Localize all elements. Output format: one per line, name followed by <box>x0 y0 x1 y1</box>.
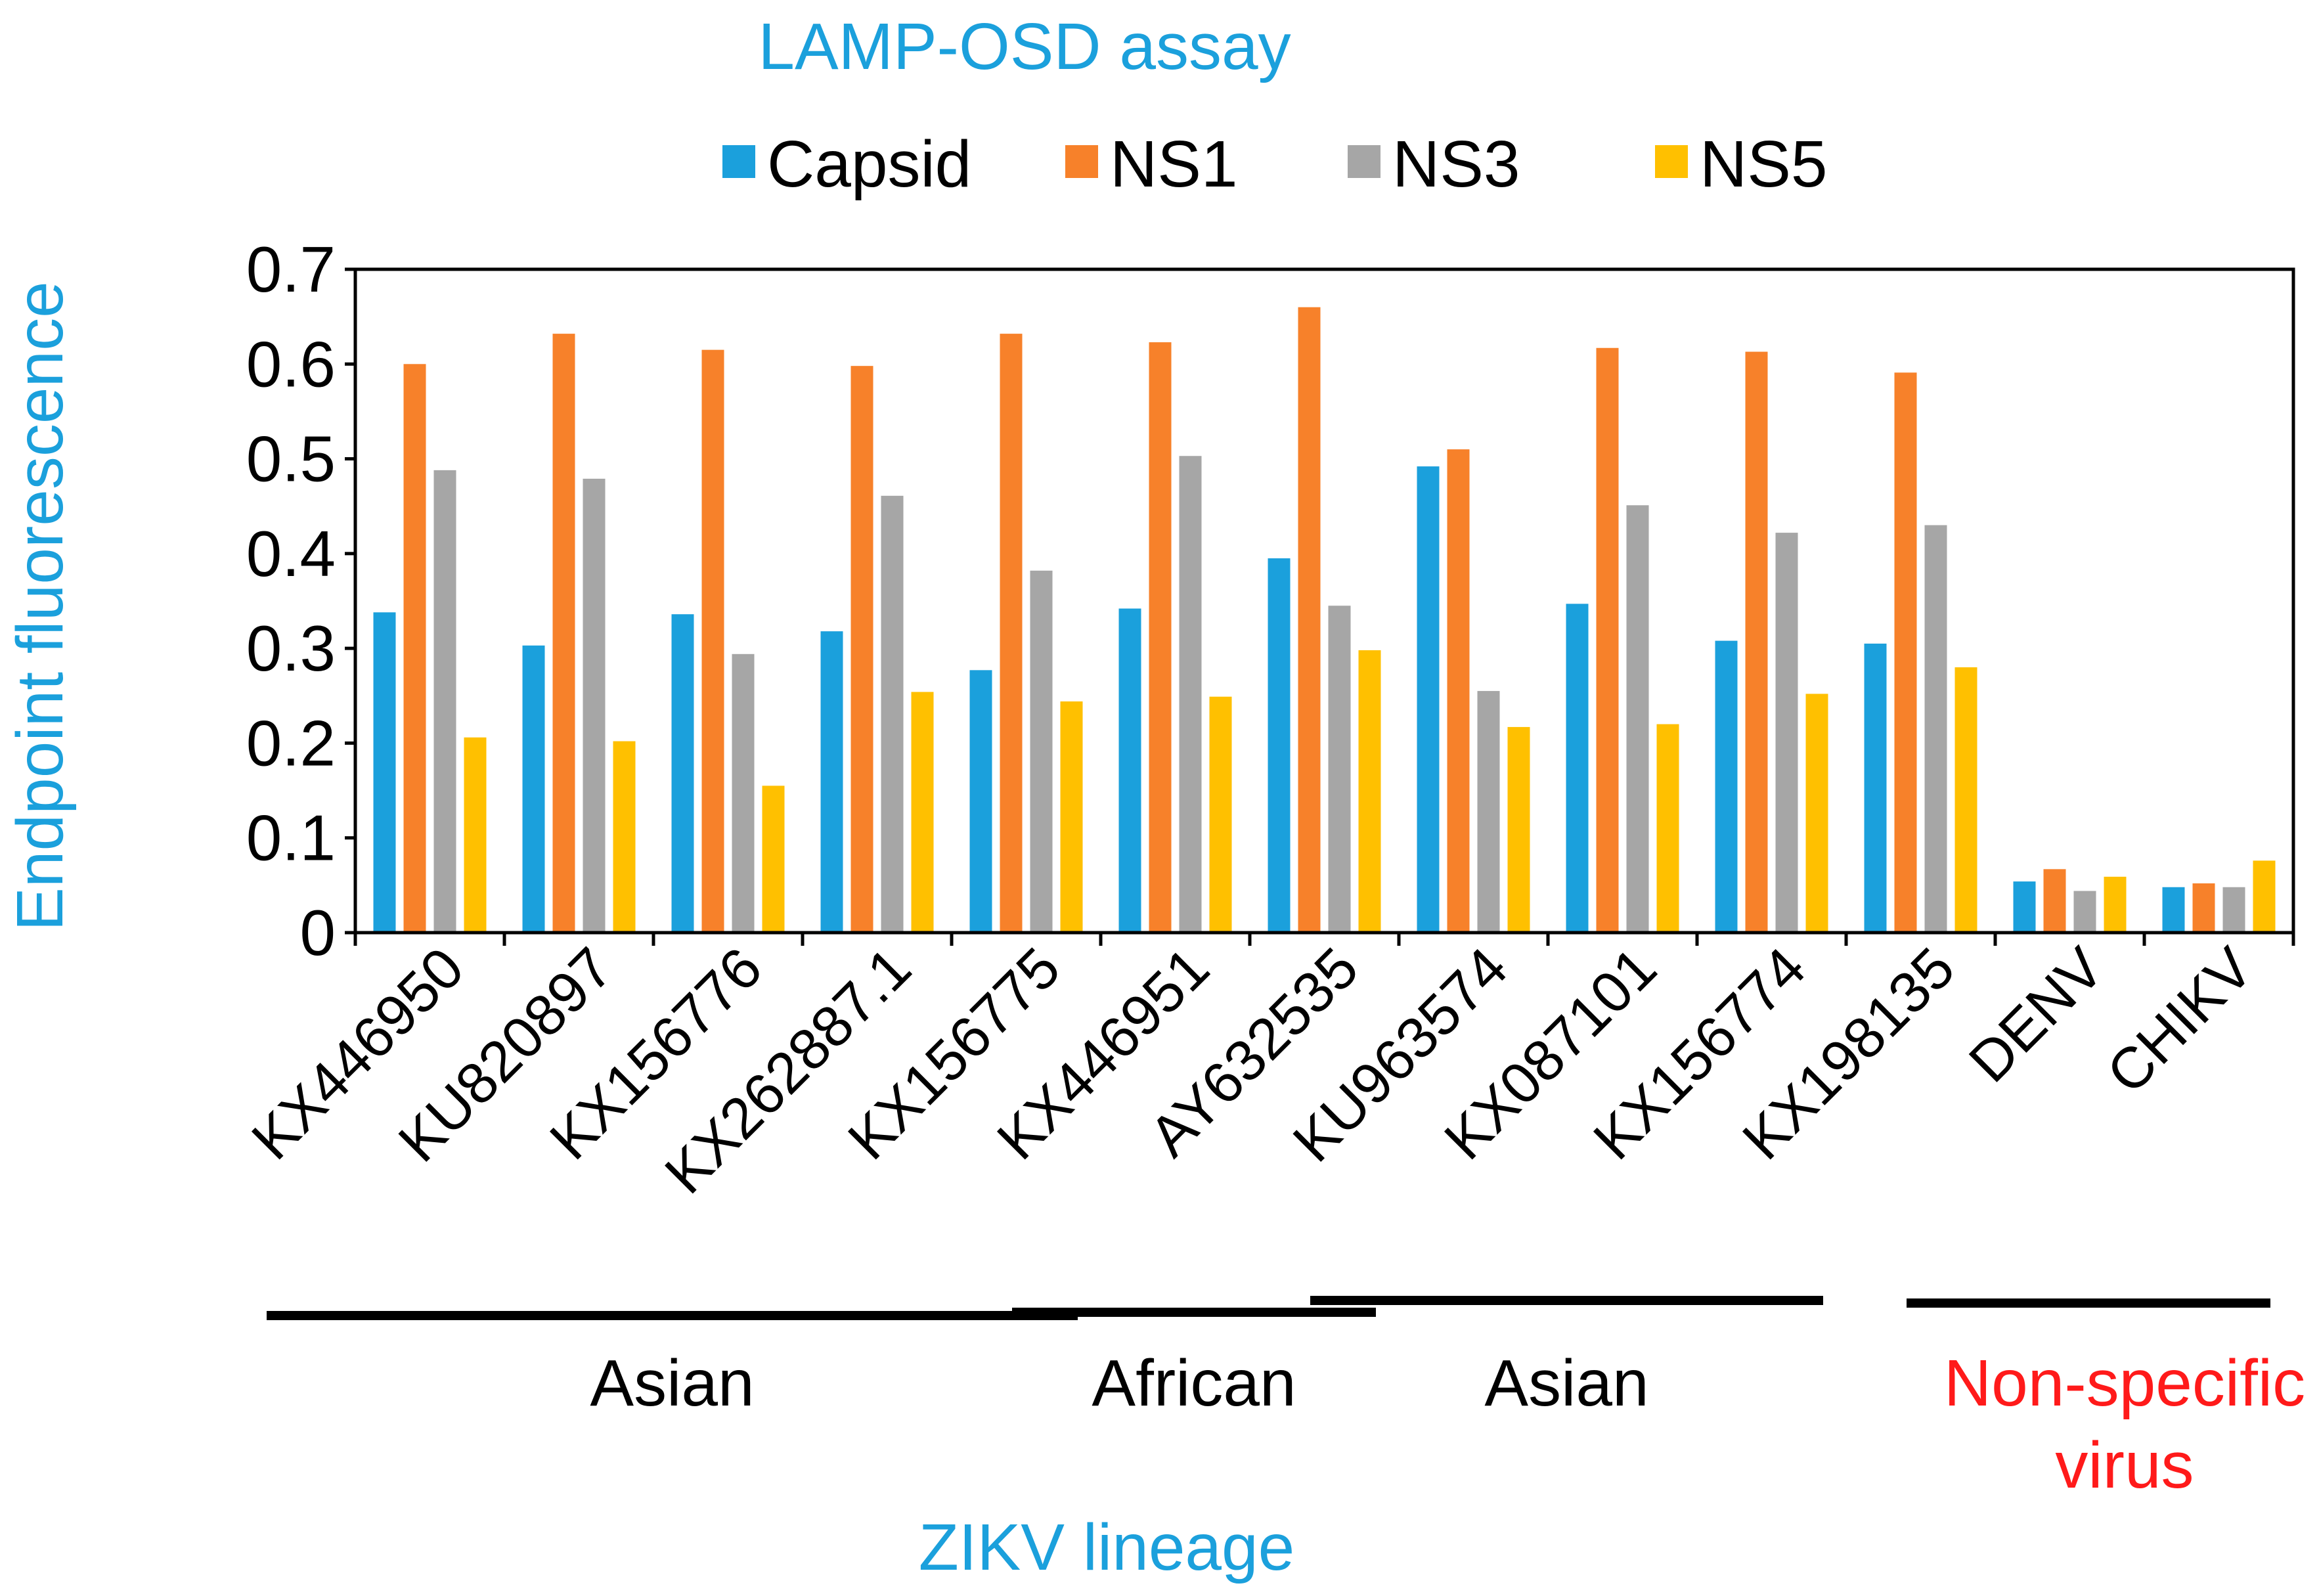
legend-label-capsid: Capsid <box>767 127 971 201</box>
bar-kx087101-ns1 <box>1596 347 1619 933</box>
bar-kx446950-capsid <box>373 612 396 933</box>
y-tick-label: 0.5 <box>246 423 336 495</box>
x-tick-label-denv: DENV <box>1956 935 2116 1094</box>
bar-kx198135-ns5 <box>1955 667 1977 933</box>
bar-kx156774-ns5 <box>1805 694 1828 933</box>
bar-kx087101-ns3 <box>1626 505 1649 933</box>
bar-denv-ns5 <box>2104 876 2127 933</box>
y-axis-title: Endpoint fluorescence <box>3 281 77 931</box>
bar-kx446951-ns3 <box>1179 456 1202 933</box>
bar-ay632535-ns1 <box>1298 307 1321 933</box>
bar-ku963574-ns1 <box>1447 449 1470 933</box>
legend-swatch-capsid <box>722 145 755 178</box>
chart-title: LAMP-OSD assay <box>758 10 1291 83</box>
legend-label-ns5: NS5 <box>1700 127 1828 201</box>
bar-kx156775-ns3 <box>1030 570 1053 933</box>
group-label-virus: virus <box>2055 1429 2194 1502</box>
group-label-non-specific: Non-specific <box>1944 1346 2305 1420</box>
bar-ay632535-ns5 <box>1358 650 1381 933</box>
bar-kx262887-1-ns1 <box>850 366 873 933</box>
y-tick-label: 0.6 <box>246 328 336 400</box>
bar-kx262887-1-capsid <box>820 631 843 933</box>
bar-kx156775-capsid <box>969 670 992 933</box>
bar-kx156775-ns5 <box>1060 701 1083 933</box>
lineage-groups: Asian African Asian Non-specific virus <box>267 1296 2305 1502</box>
bar-kx446950-ns3 <box>433 470 456 933</box>
bar-ku963574-ns3 <box>1477 691 1500 933</box>
plot-frame <box>353 267 2295 935</box>
legend-swatch-ns3 <box>1348 145 1380 178</box>
legend: Capsid NS1 NS3 NS5 <box>722 127 1828 201</box>
y-tick-label: 0.1 <box>246 802 336 874</box>
y-tick-label: 0.7 <box>246 233 336 305</box>
y-tick-label: 0 <box>299 897 336 969</box>
x-axis-title: ZIKV lineage <box>919 1511 1295 1584</box>
y-axis: 0 0.1 0.2 0.3 0.4 0.5 0.6 0.7 <box>246 233 355 969</box>
bar-kx446951-ns1 <box>1149 342 1172 933</box>
bar-kx156775-ns1 <box>1000 334 1023 933</box>
bar-ku820897-ns1 <box>552 334 575 933</box>
bar-kx446951-capsid <box>1118 608 1141 933</box>
legend-label-ns3: NS3 <box>1392 127 1520 201</box>
bar-kx446950-ns5 <box>464 737 487 933</box>
bar-chikv-ns5 <box>2253 860 2276 933</box>
bar-ay632535-capsid <box>1268 558 1291 933</box>
bar-kx446950-ns1 <box>403 364 426 933</box>
legend-swatch-ns5 <box>1655 145 1688 178</box>
x-tick-label-chikv: CHIKV <box>2094 935 2265 1105</box>
group-label-african: African <box>1092 1346 1296 1420</box>
bar-ku820897-ns3 <box>583 478 606 933</box>
bar-kx156776-ns1 <box>701 349 724 933</box>
group-label-asian: Asian <box>1484 1346 1648 1420</box>
bar-kx156776-ns5 <box>762 786 785 933</box>
bar-kx156776-capsid <box>671 614 694 933</box>
bar-kx156776-ns3 <box>732 654 755 933</box>
bar-kx262887-1-ns5 <box>911 692 934 933</box>
bar-ku820897-ns5 <box>613 741 636 933</box>
bar-ku963574-ns5 <box>1507 726 1530 933</box>
bar-kx156774-ns1 <box>1745 351 1768 933</box>
bars <box>373 307 2276 933</box>
bar-kx198135-ns3 <box>1924 525 1947 933</box>
y-tick-label: 0.4 <box>246 518 336 590</box>
bar-ku963574-capsid <box>1417 466 1440 933</box>
bar-ay632535-ns3 <box>1328 606 1351 933</box>
y-tick-label: 0.2 <box>246 707 336 779</box>
bar-chikv-ns3 <box>2222 887 2245 933</box>
group-label-asian: Asian <box>590 1346 754 1420</box>
bar-denv-ns1 <box>2043 869 2066 933</box>
x-axis: KX446950KU820897KX156776KX262887.1KX1567… <box>239 933 2295 1206</box>
bar-chikv-ns1 <box>2192 883 2215 933</box>
bar-kx156774-capsid <box>1715 640 1738 933</box>
bar-kx087101-capsid <box>1566 604 1589 933</box>
bar-chikv-capsid <box>2162 887 2185 933</box>
bar-kx198135-capsid <box>1864 643 1887 933</box>
bar-kx262887-1-ns3 <box>881 495 904 933</box>
legend-label-ns1: NS1 <box>1110 127 1238 201</box>
bar-kx446951-ns5 <box>1209 696 1232 933</box>
bar-denv-capsid <box>2013 881 2036 933</box>
bar-kx198135-ns1 <box>1894 372 1917 933</box>
bar-ku820897-capsid <box>522 645 545 933</box>
bar-kx156774-ns3 <box>1775 533 1798 933</box>
y-tick-label: 0.3 <box>246 612 336 684</box>
bar-denv-ns3 <box>2073 891 2096 933</box>
legend-swatch-ns1 <box>1065 145 1098 178</box>
bar-kx087101-ns5 <box>1656 724 1679 933</box>
